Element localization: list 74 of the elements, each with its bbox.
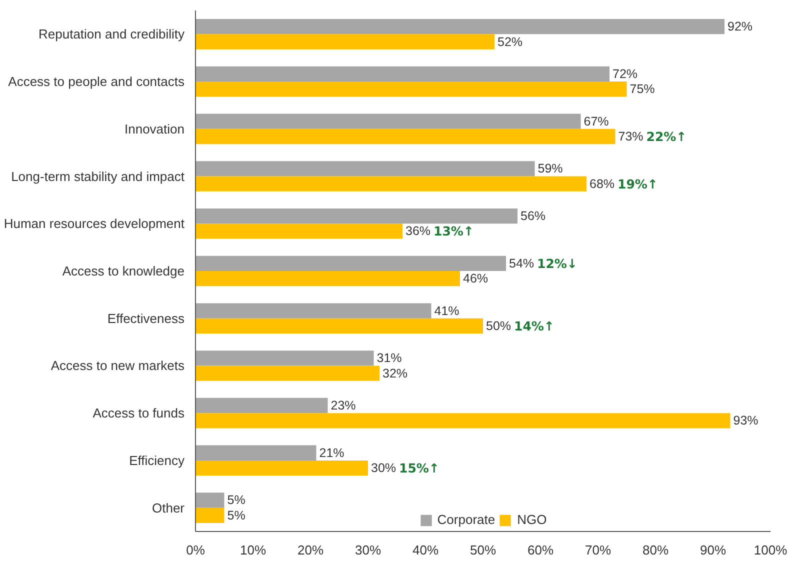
data-label: 75% [630,82,655,96]
bar [196,271,460,286]
y-tick-label: Efficiency [129,452,185,468]
bar [196,82,627,97]
x-tick-label: 80% [642,542,669,558]
bar [196,460,368,476]
data-label: 5% [227,508,246,522]
bar [196,224,402,239]
y-tick-label: Access to funds [92,406,185,421]
bar [196,256,506,271]
x-tick-label: 20% [297,542,324,558]
data-label: 52% [498,34,523,49]
annotation: 14%↑ [514,318,554,334]
x-tick-label: 10% [240,542,266,558]
data-label: 72% [612,66,638,81]
bar [196,128,616,144]
y-tick-label: Access to knowledge [62,264,184,278]
bar [196,492,224,508]
bar [196,161,535,176]
data-label: 36% [406,224,431,238]
data-label: 41% [434,304,460,318]
bar [196,445,316,460]
data-label: 21% [319,446,344,460]
bar [196,303,432,318]
data-label: 93% [733,414,758,428]
bar [196,114,581,129]
data-label: 50% [486,318,512,333]
bar [196,176,586,192]
bar [196,34,494,50]
bar [196,413,730,428]
x-tick-label: 90% [700,542,726,558]
bar [196,398,328,414]
y-tick-label: Long-term stability and impact [11,168,185,184]
y-tick-label: Other [152,500,186,516]
annotation: 22%↑ [646,128,687,144]
y-tick-label: Access to people and contacts [8,74,185,90]
x-tick-label: 100% [754,542,788,558]
annotation: 13%↑ [434,224,474,239]
y-tick-label: Human resources development [4,216,185,232]
data-label: 59% [538,162,563,176]
data-label: 46% [463,272,488,286]
x-tick-label: 30% [354,542,382,558]
data-label: 5% [227,493,246,508]
data-label: 73% [618,129,644,144]
x-tick-label: 0% [186,542,206,558]
legend-label: NGO [517,512,547,527]
data-label: 56% [520,209,546,224]
data-label: 31% [376,351,402,366]
data-label: 67% [584,114,609,128]
data-label: 30% [371,461,396,476]
data-label: 32% [382,366,408,380]
bar [196,66,610,82]
data-label: 23% [330,398,356,413]
bar [196,208,518,224]
y-tick-label: Effectiveness [107,310,185,326]
y-tick-label: Reputation and credibility [38,26,185,42]
data-label: 54% [509,256,534,270]
bar [196,366,380,381]
y-tick-label: Innovation [124,121,185,136]
annotation: 15%↑ [399,460,440,476]
bar [196,508,224,523]
bar [196,19,724,34]
annotation: 19%↑ [618,176,658,192]
data-label: 92% [728,20,753,34]
bar [196,318,483,334]
x-tick-label: 50% [470,542,496,558]
data-label: 68% [590,176,615,191]
y-tick-label: Access to new markets [50,358,185,374]
annotation: 12%↓ [537,256,578,271]
legend-label: Corporate [437,512,496,527]
bar [196,350,374,366]
x-tick-label: 70% [584,542,612,558]
x-tick-label: 40% [412,542,439,558]
x-tick-label: 60% [527,542,554,558]
